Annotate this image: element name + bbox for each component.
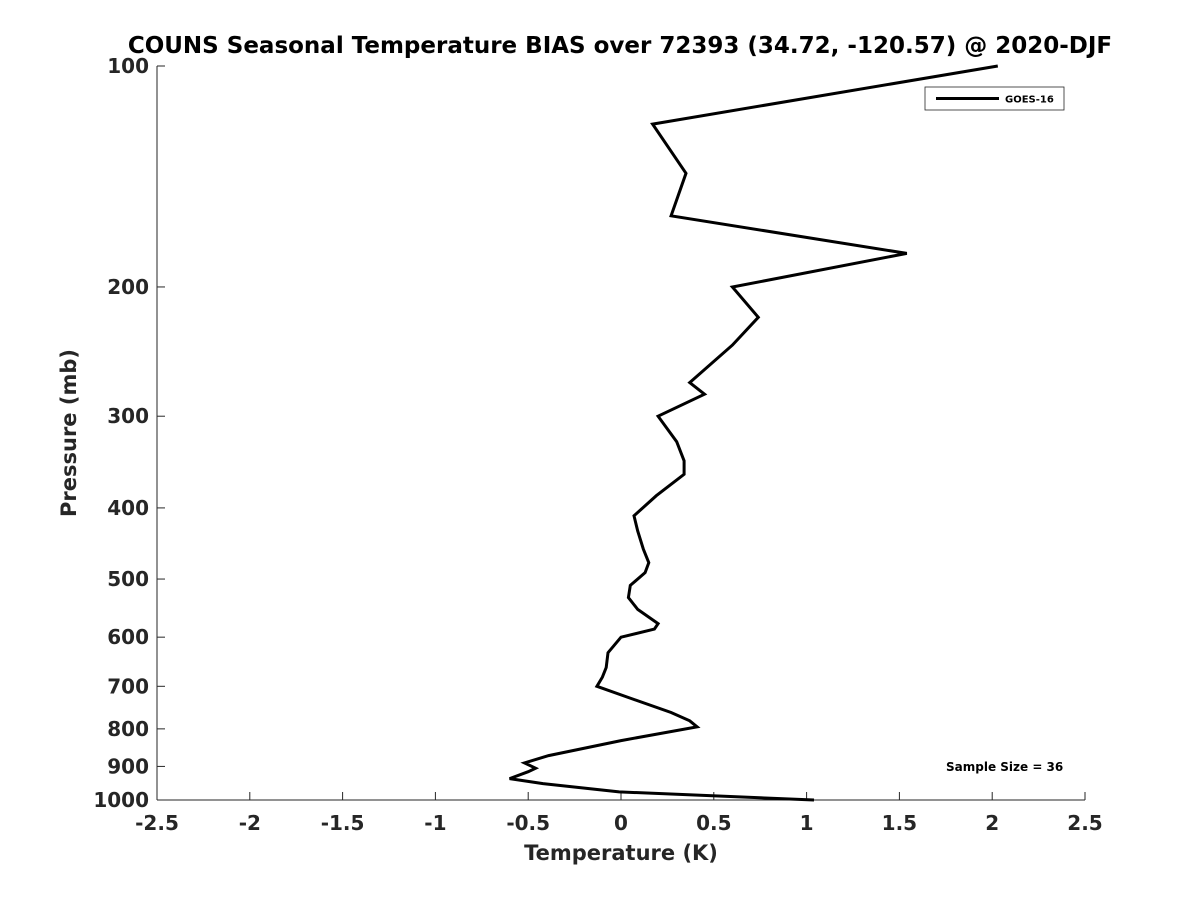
x-axis-label: Temperature (K) bbox=[524, 841, 718, 865]
x-tick-label: 2 bbox=[985, 811, 999, 835]
y-tick-label: 500 bbox=[107, 567, 149, 591]
x-tick-label: -1.5 bbox=[321, 811, 365, 835]
y-tick-label: 300 bbox=[107, 404, 149, 428]
x-tick-label: 0 bbox=[614, 811, 628, 835]
legend: GOES-16 bbox=[924, 86, 1065, 111]
y-tick-label: 400 bbox=[107, 496, 149, 520]
legend-label-goes-16: GOES-16 bbox=[1005, 95, 1054, 106]
chart-title: COUNS Seasonal Temperature BIAS over 723… bbox=[128, 33, 1112, 59]
x-tick-label: -2 bbox=[239, 811, 261, 835]
x-tick-label: 1.5 bbox=[882, 811, 917, 835]
y-tick-label: 100 bbox=[107, 54, 149, 78]
y-axis-label: Pressure (mb) bbox=[57, 349, 81, 517]
y-tick-label: 1000 bbox=[93, 788, 149, 812]
x-tick-label: 0.5 bbox=[696, 811, 731, 835]
series-line-goes-16 bbox=[509, 64, 999, 802]
y-tick-label: 800 bbox=[107, 717, 149, 741]
x-ticks: -2.5 -2 -1.5 -1 -0.5 0 0.5 1 1.5 2 2.5 bbox=[135, 792, 1103, 835]
y-tick-label: 900 bbox=[107, 754, 149, 778]
series-layer bbox=[509, 64, 999, 802]
x-tick-label: 2.5 bbox=[1067, 811, 1102, 835]
y-tick-label: 600 bbox=[107, 625, 149, 649]
x-tick-label: -1 bbox=[424, 811, 446, 835]
y-tick-label: 700 bbox=[107, 674, 149, 698]
y-tick-label: 200 bbox=[107, 275, 149, 299]
y-ticks: 100 200 300 400 500 600 700 800 900 1000 bbox=[93, 54, 165, 812]
x-tick-label: -0.5 bbox=[506, 811, 550, 835]
sample-size-annotation: Sample Size = 36 bbox=[946, 760, 1063, 774]
x-tick-label: -2.5 bbox=[135, 811, 179, 835]
x-tick-label: 1 bbox=[800, 811, 814, 835]
